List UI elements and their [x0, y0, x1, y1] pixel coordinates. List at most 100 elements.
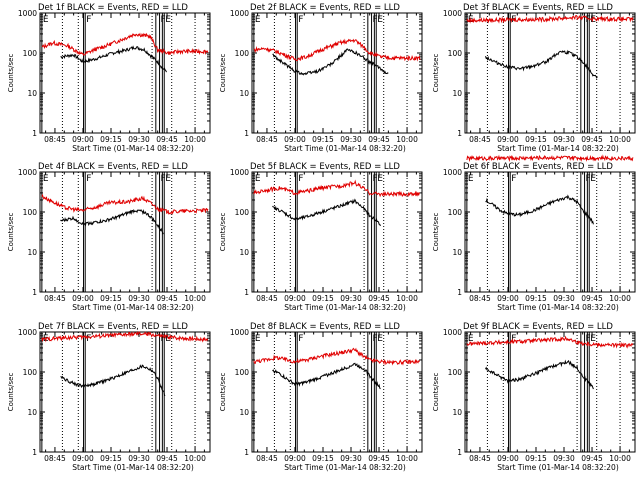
marker-label: F	[161, 174, 166, 184]
panel-title: Det 1f BLACK = Events, RED = LLD	[38, 3, 188, 13]
y-tick-label: 10	[239, 248, 249, 257]
y-axis-label: Counts/sec	[219, 373, 227, 412]
panel-title: Det 7f BLACK = Events, RED = LLD	[38, 322, 188, 332]
marker-label: F	[86, 15, 91, 25]
y-tick-label: 10	[452, 89, 462, 98]
x-tick-label: 09:45	[368, 135, 390, 144]
y-tick-label: 1	[244, 448, 249, 457]
marker-label: E	[255, 15, 261, 25]
plot-frame	[39, 171, 211, 293]
marker-label: F	[298, 15, 303, 25]
y-tick-label: 1	[32, 448, 37, 457]
x-tick-label: 10:00	[184, 135, 206, 144]
y-axis-label: Counts/sec	[7, 373, 15, 412]
panel-det-5f: Det 5f BLACK = Events, RED = LLD 1 10 100 10…	[219, 162, 423, 312]
events-series-line	[272, 198, 381, 227]
plot-frame	[39, 331, 211, 453]
marker-label: E	[165, 15, 171, 25]
plot-frame	[251, 331, 423, 453]
y-tick-label: 1	[244, 288, 249, 297]
x-tick-label: 10:00	[609, 135, 631, 144]
y-tick-label: 10	[27, 408, 37, 417]
marker-label: F	[373, 174, 378, 184]
panel-det-1f: Det 1f BLACK = Events, RED = LLD 1 10 100 10…	[7, 3, 211, 153]
y-tick-label: 1	[457, 448, 462, 457]
y-tick-label: 1000	[18, 168, 37, 177]
x-tick-label: 09:30	[128, 454, 150, 463]
events-series-line	[485, 49, 598, 79]
marker-label: E	[377, 174, 383, 184]
marker-label: F	[161, 334, 166, 344]
panel-det-8f: Det 8f BLACK = Events, RED = LLD 1 10 100 10…	[219, 322, 423, 472]
x-tick-label: 08:45	[44, 454, 66, 463]
marker-label: F	[373, 334, 378, 344]
events-series-line	[272, 48, 389, 76]
panel-title: Det 6f BLACK = Events, RED = LLD	[463, 162, 613, 172]
y-tick-label: 1000	[18, 328, 37, 337]
panel-title: Det 9f BLACK = Events, RED = LLD	[463, 322, 613, 332]
x-tick-label: 09:15	[525, 135, 547, 144]
x-tick-label: 10:00	[396, 135, 418, 144]
y-tick-label: 100	[448, 368, 463, 377]
marker-label: F	[86, 334, 91, 344]
lld-series-line	[466, 154, 634, 163]
panel-det-3f: Det 3f BLACK = Events, RED = LLD 1 10 100 10…	[432, 3, 636, 153]
lld-series-line	[466, 335, 634, 349]
x-tick-label: 09:45	[156, 135, 178, 144]
x-tick-label: 09:30	[553, 135, 575, 144]
lld-series-line	[41, 32, 209, 56]
x-tick-label: 09:45	[156, 294, 178, 303]
x-tick-label: 09:15	[525, 454, 547, 463]
y-tick-label: 1000	[443, 328, 462, 337]
y-tick-label: 1000	[443, 168, 462, 177]
marker-label: F	[298, 174, 303, 184]
y-tick-label: 1	[457, 288, 462, 297]
marker-label: E	[377, 334, 383, 344]
lld-series-line	[41, 193, 209, 215]
y-tick-label: 10	[239, 89, 249, 98]
x-tick-label: 08:45	[256, 454, 278, 463]
x-tick-label: 09:30	[340, 454, 362, 463]
y-tick-label: 100	[235, 208, 250, 217]
y-tick-label: 10	[239, 408, 249, 417]
x-axis-label: Start Time (01-Mar-14 08:32:20)	[72, 463, 194, 472]
x-tick-label: 09:00	[72, 135, 94, 144]
x-tick-label: 09:15	[312, 294, 334, 303]
y-tick-label: 100	[23, 208, 38, 217]
x-tick-label: 09:30	[128, 135, 150, 144]
x-tick-label: 09:00	[284, 294, 306, 303]
marker-label: E	[255, 334, 261, 344]
marker-label: E	[165, 174, 171, 184]
events-series-line	[485, 359, 594, 390]
y-tick-label: 1	[32, 288, 37, 297]
y-tick-label: 100	[23, 368, 38, 377]
panel-det-2f: Det 2f BLACK = Events, RED = LLD 1 10 100 10…	[219, 3, 423, 153]
marker-label: F	[86, 174, 91, 184]
x-tick-label: 09:15	[100, 454, 122, 463]
lld-series-line	[253, 347, 420, 366]
panel-title: Det 8f BLACK = Events, RED = LLD	[250, 322, 400, 332]
y-tick-label: 100	[448, 208, 463, 217]
plot-frame	[464, 171, 636, 293]
x-tick-label: 09:00	[284, 135, 306, 144]
x-tick-label: 08:45	[256, 294, 278, 303]
x-axis-label: Start Time (01-Mar-14 08:32:20)	[284, 303, 406, 312]
x-tick-label: 08:45	[469, 294, 491, 303]
x-tick-label: 09:45	[368, 294, 390, 303]
panel-title: Det 3f BLACK = Events, RED = LLD	[463, 3, 613, 13]
x-tick-label: 09:30	[340, 135, 362, 144]
plot-frame	[39, 12, 211, 134]
x-tick-label: 10:00	[396, 454, 418, 463]
y-axis-label: Counts/sec	[219, 54, 227, 93]
events-series-line	[485, 194, 594, 225]
x-axis-label: Start Time (01-Mar-14 08:32:20)	[497, 463, 619, 472]
x-tick-label: 09:30	[553, 294, 575, 303]
x-tick-label: 09:00	[284, 454, 306, 463]
x-axis-label: Start Time (01-Mar-14 08:32:20)	[284, 463, 406, 472]
x-tick-label: 08:45	[44, 294, 66, 303]
x-tick-label: 09:00	[497, 135, 519, 144]
events-series-line	[60, 364, 166, 396]
y-tick-label: 10	[27, 248, 37, 257]
x-tick-label: 08:45	[44, 135, 66, 144]
